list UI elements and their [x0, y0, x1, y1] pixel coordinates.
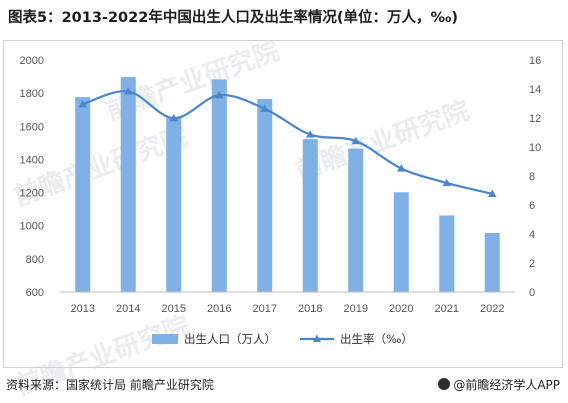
line-point — [488, 189, 497, 197]
line-point — [78, 100, 87, 108]
x-tick-label: 2022 — [480, 303, 504, 315]
y-right-tick-label: 10 — [529, 142, 541, 154]
brand-label: @前瞻经济学人APP — [453, 378, 560, 392]
chart-title: 图表5：2013-2022年中国出生人口及出生率情况(单位：万人，‰) — [8, 10, 458, 26]
legend-bar-label: 出生人口（万人） — [184, 332, 276, 346]
y-right-tick-label: 6 — [529, 200, 535, 212]
y-left-tick-label: 1600 — [20, 121, 44, 133]
legend-bar-swatch — [152, 334, 178, 344]
brand-note: @前瞻经济学人APP — [438, 376, 560, 393]
x-tick-label: 2013 — [71, 303, 95, 315]
y-left-tick-label: 2000 — [20, 55, 44, 67]
bar — [348, 148, 364, 292]
legend-line-label: 出生率（‰） — [340, 332, 413, 346]
bar — [393, 192, 409, 292]
y-left-tick-label: 1200 — [20, 188, 44, 200]
line-point — [169, 113, 178, 122]
x-tick-label: 2018 — [298, 303, 322, 315]
line-point — [306, 130, 315, 138]
legend-line-marker — [313, 334, 321, 342]
bar — [120, 77, 136, 292]
y-right-tick-label: 16 — [529, 55, 541, 67]
x-tick-label: 2014 — [116, 303, 140, 315]
line-point — [215, 91, 224, 99]
bar — [211, 79, 227, 292]
y-right-tick-label: 0 — [529, 287, 535, 299]
source-note: 资料来源：国家统计局 前瞻产业研究院 — [6, 378, 214, 392]
birth-rate-line — [82, 90, 493, 195]
y-left-tick-label: 800 — [26, 254, 44, 266]
chart-frame — [3, 40, 563, 368]
line-point — [260, 104, 269, 112]
x-tick-label: 2015 — [162, 303, 186, 315]
x-tick-label: 2021 — [435, 303, 459, 315]
y-left-tick-label: 1800 — [20, 88, 44, 100]
y-right-tick-label: 2 — [529, 258, 535, 270]
line-point — [351, 136, 360, 145]
x-tick-label: 2019 — [344, 303, 368, 315]
line-point — [397, 164, 406, 172]
y-left-tick-label: 1000 — [20, 221, 44, 233]
x-tick-label: 2016 — [207, 303, 231, 315]
watermark-text: 前瞻产业研究院 — [292, 95, 474, 186]
line-point — [124, 87, 133, 95]
brand-logo-icon — [438, 378, 451, 390]
bar — [75, 97, 91, 293]
y-right-tick-label: 12 — [529, 113, 541, 125]
bar — [257, 98, 273, 292]
bar — [166, 117, 182, 293]
bar — [484, 233, 500, 292]
y-left-tick-label: 1400 — [20, 154, 44, 166]
x-tick-label: 2017 — [253, 303, 277, 315]
y-right-tick-label: 8 — [529, 171, 535, 183]
y-left-tick-label: 600 — [26, 287, 44, 299]
bar — [302, 139, 318, 292]
x-tick-label: 2020 — [389, 303, 413, 315]
y-right-tick-label: 4 — [529, 229, 535, 241]
line-point — [442, 178, 451, 187]
bar — [439, 215, 455, 292]
y-right-tick-label: 14 — [529, 84, 541, 96]
